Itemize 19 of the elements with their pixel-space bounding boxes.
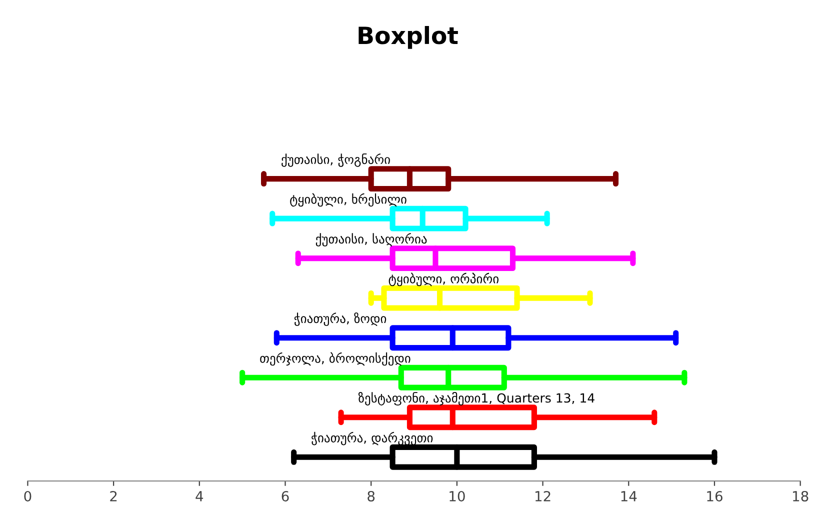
y-tick-label: ქუთაისი, ჭოგნარი [282, 154, 390, 167]
y-tick-label: ზესტაფონი, აჯამეთი1, Quarters 13, 14 [358, 392, 594, 406]
x-tick-label: 2 [110, 490, 117, 502]
y-tick-label: ტყიბული, ხრესილი [290, 193, 406, 207]
y-tick-label: თერჯოლა, ბროლისქედი [260, 352, 410, 366]
y-tick-label: ჭიათურა, ზოდი [294, 312, 386, 326]
x-tick-label: 18 [793, 490, 808, 502]
x-tick-label: 8 [368, 490, 375, 502]
y-tick-label: ჭიათურა, დარკვეთი [312, 432, 433, 446]
x-tick-label: 10 [450, 490, 465, 502]
x-tick-label: 4 [196, 491, 204, 502]
y-tick-label: ქუთაისი, საღორია [316, 233, 427, 246]
y-tick-label: ტყიბული, ორპირი [388, 272, 499, 286]
x-tick-label: 16 [707, 490, 722, 502]
x-tick-label: 6 [282, 490, 289, 502]
x-tick-label: 14 [621, 491, 637, 502]
x-tick-label: 0 [24, 490, 32, 502]
chart-title: Boxplot [358, 26, 458, 49]
x-tick-label: 12 [535, 490, 550, 502]
